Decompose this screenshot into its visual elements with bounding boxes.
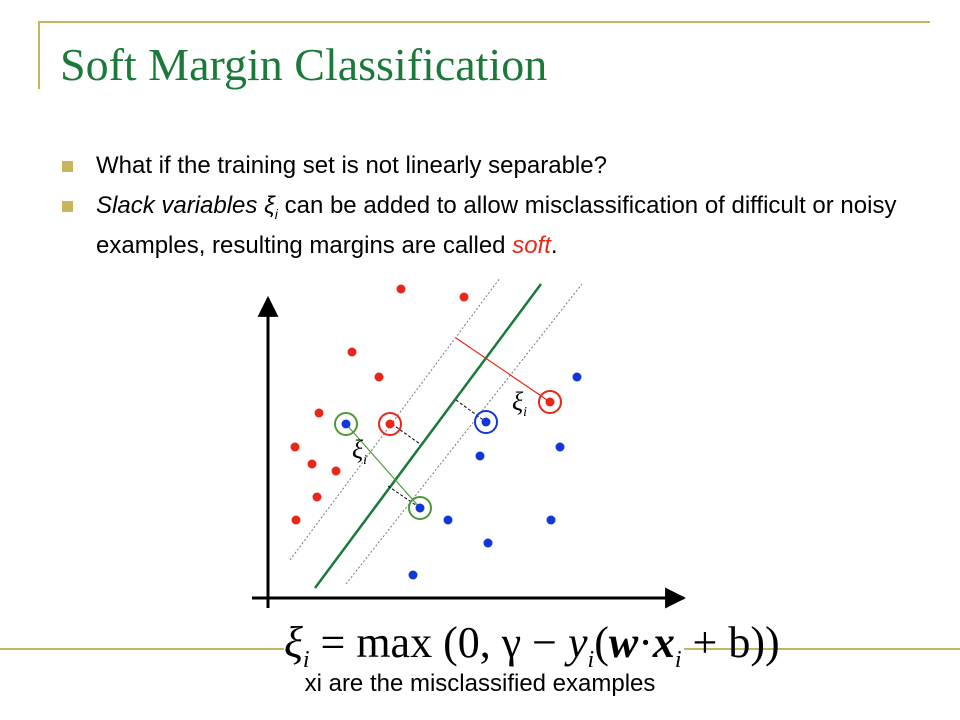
slack-segment-red-far: [455, 337, 551, 403]
red-point: [396, 284, 406, 294]
formula-paren: (: [594, 618, 609, 667]
blue-points: [341, 372, 582, 580]
margin-line-left: [289, 277, 501, 561]
blue-point: [572, 372, 582, 382]
bullet-2-text: can be added to allow misclassification …: [96, 192, 897, 259]
slack-formula: ξi = max (0, γ − yi(w·xi + b)): [284, 614, 780, 673]
formula-xi: ξ: [284, 618, 303, 667]
red-point: [459, 292, 469, 302]
red-point: [291, 515, 301, 525]
ring-green-low: [408, 496, 432, 520]
blue-point-support: [481, 417, 491, 427]
formula-xi-sub: i: [302, 646, 310, 673]
caption: xi are the misclassified examples: [304, 670, 656, 697]
formula-w: w: [608, 618, 639, 667]
decision-boundary: [313, 283, 543, 589]
bullet-list: What if the training set is not linearly…: [60, 150, 900, 270]
red-point: [314, 408, 324, 418]
blue-point: [408, 570, 418, 580]
formula-x: x: [652, 618, 675, 667]
blue-point-support: [415, 503, 425, 513]
ring-red-far: [538, 390, 562, 414]
blue-point: [546, 515, 556, 525]
blue-point: [443, 515, 453, 525]
slide-title: Soft Margin Classification: [60, 39, 548, 90]
red-point: [307, 459, 317, 469]
slide-frame-left: [38, 21, 40, 89]
xi-label-right: ξi: [512, 387, 527, 420]
bullet-2: Slack variables ξi can be added to allow…: [60, 190, 900, 262]
formula-y-sub: i: [587, 646, 595, 673]
slack-segment-blue-low: [387, 485, 421, 509]
ring-blue-support: [474, 410, 498, 434]
slack-segment-blue: [455, 399, 487, 423]
formula-x-sub: i: [674, 646, 682, 673]
formula-max: = max (0, γ −: [309, 618, 568, 667]
formula-dot: ·: [638, 618, 653, 667]
bullet-1-text: What if the training set is not linearly…: [96, 152, 607, 179]
ring-red-near: [378, 412, 402, 436]
blue-point: [483, 538, 493, 548]
margin-line-right: [345, 283, 583, 585]
slack-segment-green: [345, 423, 421, 509]
blue-point: [475, 451, 485, 461]
red-point-misclassified: [545, 397, 555, 407]
red-point: [347, 347, 357, 357]
slack-subscript: i: [274, 205, 278, 222]
soft-word: soft: [512, 231, 551, 259]
slack-segment-red-near: [391, 423, 421, 445]
blue-point-misclassified: [341, 419, 351, 429]
formula-tail: + b)): [681, 618, 780, 667]
ring-green-misclassified: [334, 412, 358, 436]
red-point: [374, 372, 384, 382]
bullet-1: What if the training set is not linearly…: [60, 150, 900, 182]
slack-variables-text: Slack variables ξ: [96, 192, 275, 219]
xi-label-left: ξi: [352, 435, 367, 468]
red-point: [331, 466, 341, 476]
blue-point: [555, 442, 565, 452]
bullet-2-end: .: [550, 231, 558, 259]
red-point: [312, 492, 322, 502]
red-points: [290, 284, 555, 525]
formula-y: y: [568, 618, 588, 667]
red-point-misclassified: [385, 419, 395, 429]
slide-frame-top: [38, 21, 930, 23]
red-point: [290, 442, 300, 452]
